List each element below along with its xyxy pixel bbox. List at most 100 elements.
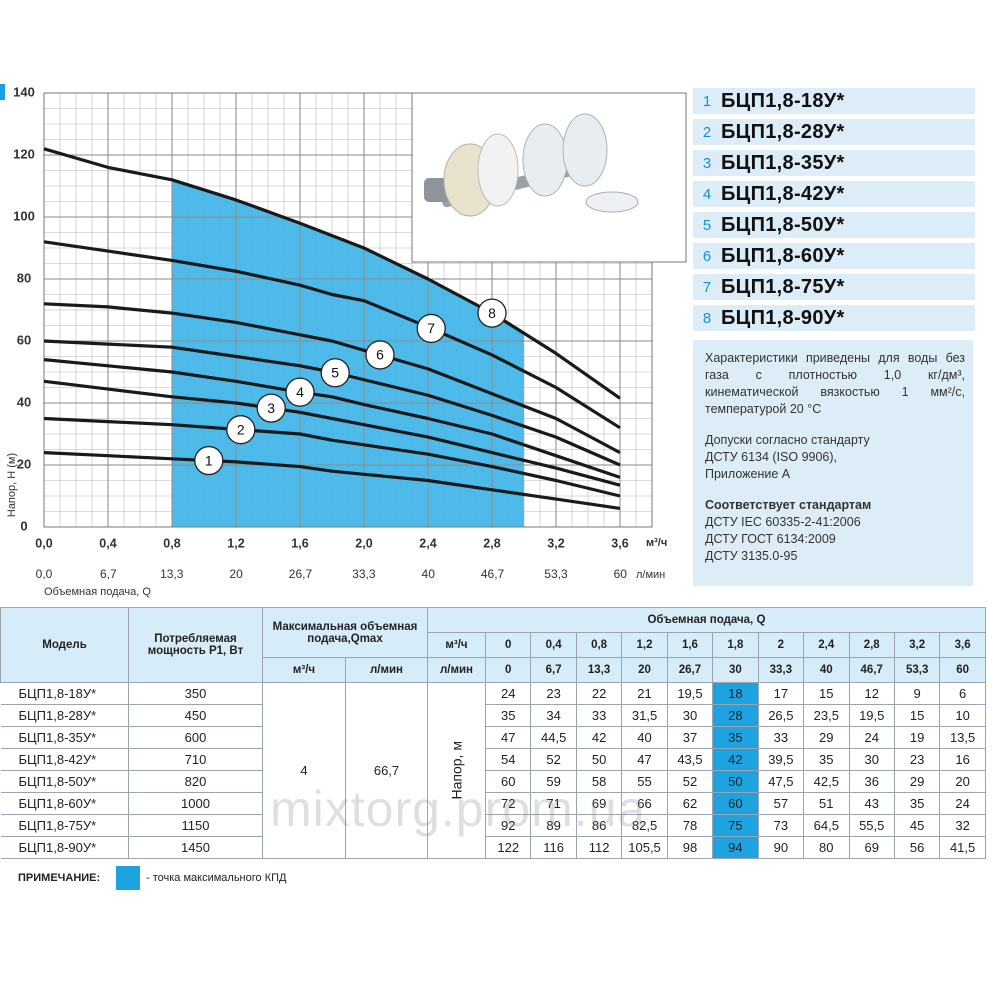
table-cell: 28	[712, 704, 759, 727]
table-cell: 52	[530, 748, 577, 771]
table-cell: 116	[530, 836, 577, 859]
table-cell: 1450	[128, 836, 263, 859]
x-unit: м³/ч	[646, 537, 667, 549]
table-cell: 0	[484, 657, 532, 683]
tolerance: Допуски согласно стандарту ДСТУ 6134 (ISO…	[705, 432, 965, 483]
header-row: м³/ч л/мин л/мин 0 6,7 13,3 20 26,7 30 33,3 40 46,7…	[1, 657, 986, 683]
curve	[43, 358, 621, 479]
table-cell: 1150	[128, 814, 263, 837]
curve-label: 3	[256, 393, 286, 423]
curve-label-text: 6	[376, 347, 384, 363]
corner-mark	[0, 84, 5, 100]
table-row: БЦП1,8-28У* 450 35 34 33 31,5 30 28 26,5 23,5 19,5…	[0, 704, 986, 727]
table-cell: 35	[803, 748, 850, 771]
note-label: ПРИМЕЧАНИЕ:	[18, 872, 101, 884]
curve-label-text: 5	[331, 364, 339, 380]
table-cell: 98	[666, 836, 714, 859]
legend-number: 2	[702, 123, 712, 141]
table-cell: 43	[848, 792, 895, 815]
table-cell: 0	[484, 632, 532, 658]
table-cell: 86	[575, 814, 623, 837]
table-cell: 34	[530, 704, 577, 727]
table-cell: 55	[621, 770, 668, 793]
curve-label-circle	[477, 298, 507, 328]
curve-label-circle	[365, 340, 395, 370]
curve-label: 6	[365, 340, 395, 370]
table-cell: 30	[848, 748, 895, 771]
table-cell: 0,4	[530, 632, 577, 658]
table-cell: 55,5	[848, 814, 895, 837]
table-cell: 6,7	[530, 657, 577, 683]
table-cell: 37	[666, 726, 714, 749]
table-cell: Максимальная объемная подача,Qmax	[262, 607, 428, 658]
table-cell: 350	[128, 682, 263, 705]
x2-tick-label: 40	[422, 567, 436, 581]
legend-model: БЦП1,8-18У*	[721, 89, 845, 112]
curve-label-text: 7	[427, 320, 435, 336]
info-box: Характеристики приведены для воды без га…	[693, 340, 973, 586]
x-tick-label: 1,6	[291, 536, 308, 550]
table-cell: 13,3	[575, 657, 623, 683]
legend-item: 4 БЦП1,8-42У*	[693, 181, 975, 207]
table-cell: 50	[712, 770, 759, 793]
y-tick-label: 20	[17, 456, 31, 471]
table-cell: Объемная подача, Q	[427, 607, 986, 633]
data-table: Модель Потребляемая мощность Р1, Вт Максим…	[0, 607, 986, 859]
table-cell: 19	[893, 726, 941, 749]
curve-label-text: 4	[296, 384, 304, 400]
legend-number: 8	[702, 309, 712, 327]
table-cell: 820	[128, 770, 263, 793]
table-cell: 46,7	[848, 657, 895, 683]
table-cell: 90	[757, 836, 805, 859]
x-tick-label: 3,2	[547, 536, 564, 550]
x2-tick-label: 60	[614, 567, 628, 581]
x2-tick-label: 33,3	[352, 567, 376, 581]
curve	[43, 416, 621, 498]
tolerance-line: Допуски согласно стандарту	[705, 433, 870, 447]
table-cell: 3,6	[939, 632, 986, 658]
curve-label-text: 8	[488, 305, 496, 321]
legend-model: БЦП1,8-42У*	[721, 182, 845, 205]
x-tick-label: 1,2	[227, 536, 244, 550]
y-tick-label: 40	[17, 394, 31, 409]
table-cell: 17	[757, 682, 805, 705]
table-cell: 1,2	[621, 632, 668, 658]
table-cell: 69	[848, 836, 895, 859]
table-cell: БЦП1,8-50У*	[0, 770, 129, 793]
table-cell: 35	[484, 704, 532, 727]
table-cell: 30	[712, 657, 759, 683]
header-row: Модель Потребляемая мощность Р1, Вт Максим…	[0, 607, 986, 683]
table-cell: 80	[803, 836, 850, 859]
table-cell: 0,8	[575, 632, 623, 658]
table-cell: 73	[757, 814, 805, 837]
table-cell: 16	[939, 748, 986, 771]
table-cell: 52	[666, 770, 714, 793]
curve-label-circle	[256, 393, 286, 423]
curve	[43, 302, 621, 455]
curve-label-text: 1	[205, 452, 213, 468]
legend-number: 7	[702, 278, 712, 296]
table-cell: 19,5	[666, 682, 714, 705]
table-cell: 54	[484, 748, 532, 771]
table-cell: 22	[575, 682, 623, 705]
table-cell: м³/ч	[427, 632, 486, 658]
standard: ДСТУ IEC 60335-2-41:2006	[705, 515, 861, 529]
table-cell: 23,5	[803, 704, 850, 727]
table-cell: 600	[128, 726, 263, 749]
table-cell: 1,6	[666, 632, 714, 658]
curve-label-circle	[194, 445, 224, 476]
x2-tick-label: 26,7	[289, 567, 313, 581]
curve	[43, 147, 621, 400]
legend-number: 3	[702, 154, 712, 172]
curve-label: 2	[226, 415, 256, 445]
table-cell: 24	[848, 726, 895, 749]
table-cell: 24	[484, 682, 532, 705]
tolerance-line: ДСТУ 6134 (ISO 9906),	[705, 450, 838, 464]
table-cell: 57	[757, 792, 805, 815]
table-cell: 43,5	[666, 748, 714, 771]
table-row: БЦП1,8-75У* 1150 92 89 86 82,5 78 75 73 64,5 55,5 4…	[0, 814, 986, 837]
note: ПРИМЕЧАНИЕ: - точка максимального КПД	[18, 866, 286, 890]
table-cell: л/мин	[427, 657, 486, 683]
